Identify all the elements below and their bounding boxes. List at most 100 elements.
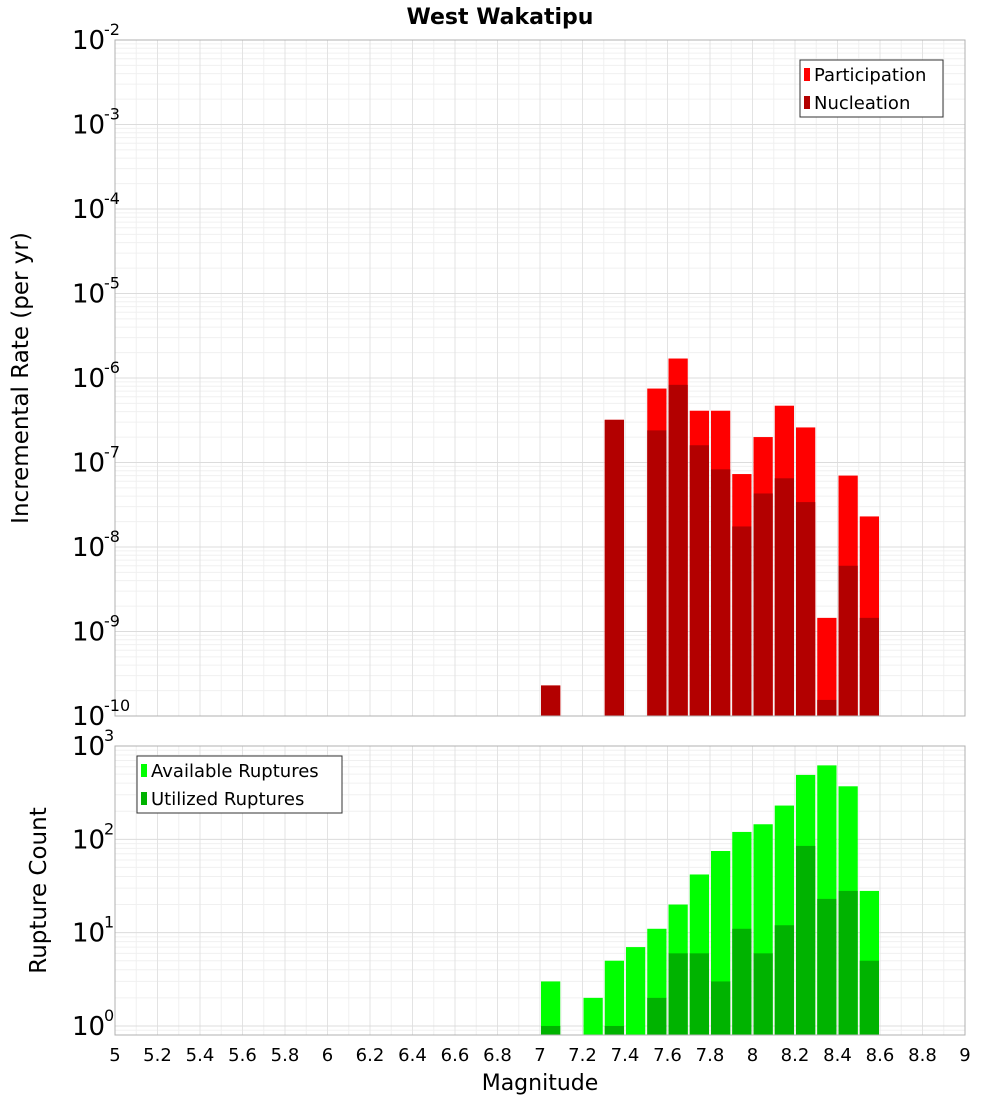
x-tick-label: 8.2 [781,1045,810,1066]
bar [838,890,858,1035]
plot-frame [114,745,966,1036]
x-tick-label: 5.2 [143,1045,172,1066]
bar [753,953,773,1035]
bar [817,898,837,1035]
y-tick-exponent: -10 [104,696,130,715]
legend-label: Utilized Ruptures [151,789,304,810]
x-tick-label: 5 [109,1045,120,1066]
y-tick-exponent: 0 [104,1006,114,1025]
y-tick-label: 10 [72,533,105,563]
bar [838,565,858,716]
bar [647,430,667,716]
bar [541,1025,561,1035]
x-tick-label: 6 [322,1045,333,1066]
bar [796,502,816,716]
legend-swatch [804,96,810,109]
bar [711,469,731,716]
x-tick-label: 5.4 [186,1045,215,1066]
y-tick-label: 10 [72,618,105,648]
plot-frame [114,39,966,717]
bar [711,981,731,1035]
bar [817,617,837,716]
bar [753,493,773,716]
bar [541,981,561,1035]
y-tick-exponent: -8 [104,527,120,546]
x-tick-label: 7.2 [568,1045,597,1066]
legend-box [136,755,343,814]
x-tick-label: 9 [959,1045,970,1066]
x-tick-label: 6.6 [441,1045,470,1066]
y-tick-label: 10 [72,364,105,394]
y-tick-exponent: -5 [104,274,120,293]
bar [732,928,752,1035]
bar [689,953,709,1035]
bar [647,997,667,1035]
x-tick-label: 5.8 [271,1045,300,1066]
bar [817,699,837,716]
bar [583,997,603,1035]
legend-swatch [804,68,810,81]
bar [796,845,816,1035]
x-tick-label: 6.4 [398,1045,427,1066]
legend-swatch [141,764,147,777]
bar [774,478,794,716]
chart-title: West Wakatipu [407,5,594,30]
legend: Available Ruptures Utilized Ruptures [136,755,343,814]
x-tick-labels: 5 5.2 5.4 5.6 5.8 6 6.2 6.4 6.6 6.8 7 7.2 7.4 7.6 7.8 8… [109,1045,970,1066]
legend-label: Participation [814,65,926,86]
x-tick-label: 5.6 [228,1045,257,1066]
x-tick-label: 6.8 [483,1045,512,1066]
x-tick-label: 8.6 [866,1045,895,1066]
bar [668,953,688,1035]
legend-swatch [141,792,147,805]
legend-box [799,59,944,118]
y-tick-exponent: 2 [104,819,114,838]
bar [689,445,709,716]
bar [604,960,624,1035]
y-axis-label: Rupture Count [26,807,52,973]
x-axis-label: Magnitude [482,1071,599,1096]
bars [541,358,879,716]
bar [668,384,688,716]
y-tick-exponent: -4 [104,189,120,208]
y-tick-exponent: -2 [104,20,120,39]
x-tick-label: 8 [747,1045,758,1066]
legend-label: Available Ruptures [151,761,319,782]
bar [604,419,624,716]
x-tick-label: 8.4 [823,1045,852,1066]
x-tick-label: 7.6 [653,1045,682,1066]
y-tick-label: 10 [72,1012,105,1042]
x-tick-label: 8.8 [908,1045,937,1066]
legend-label: Nucleation [814,93,910,114]
y-tick-exponent: 1 [104,913,114,932]
bar [859,617,879,716]
bar [604,1025,624,1035]
x-tick-label: 7.4 [611,1045,640,1066]
y-tick-label: 10 [72,111,105,141]
y-tick-exponent: 3 [104,726,114,745]
y-tick-exponent: -7 [104,443,120,462]
y-tick-label: 10 [72,280,105,310]
y-tick-label: 10 [72,732,105,762]
y-tick-label: 10 [72,825,105,855]
legend: Participation Nucleation [799,59,944,118]
y-tick-exponent: -6 [104,358,120,377]
bar [626,947,646,1035]
x-tick-label: 6.2 [356,1045,385,1066]
series-nucleation [541,384,879,716]
bar [541,685,561,716]
x-tick-label: 7 [534,1045,545,1066]
bar [774,925,794,1035]
x-grid [114,746,966,1035]
top-panel-rate: 10-1010-910-810-710-610-510-410-310-2Inc… [8,20,966,732]
series-utilized-ruptures [541,845,879,1035]
y-tick-label: 10 [72,919,105,949]
y-tick-label: 10 [72,26,105,56]
y-tick-label: 10 [72,702,105,732]
bars [541,765,879,1035]
bar [732,526,752,716]
bar [859,960,879,1035]
